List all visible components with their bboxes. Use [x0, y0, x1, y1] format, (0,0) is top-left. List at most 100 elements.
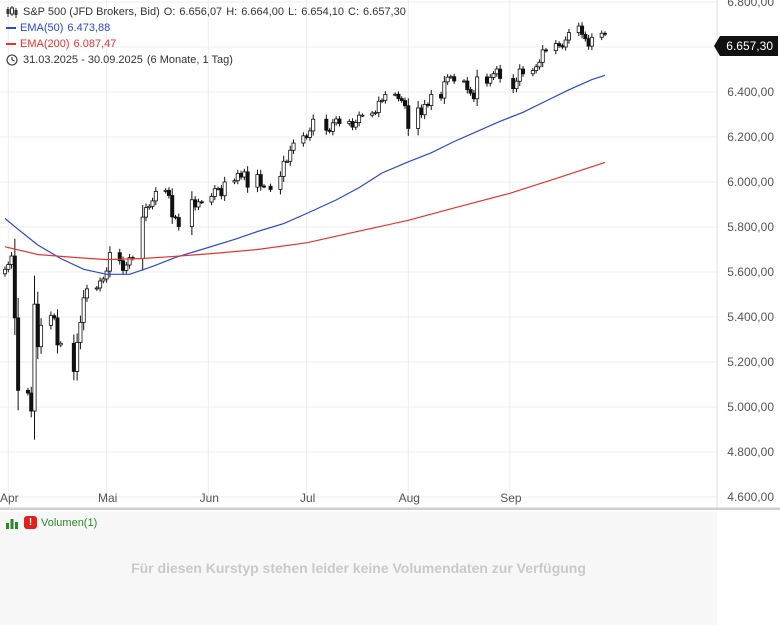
candle[interactable] [98, 277, 103, 292]
candle[interactable] [350, 118, 355, 131]
candle[interactable] [101, 276, 106, 284]
candle[interactable] [543, 47, 548, 53]
candle[interactable] [140, 204, 145, 271]
candle[interactable] [442, 76, 447, 104]
candle[interactable] [219, 184, 224, 200]
candle[interactable] [448, 74, 453, 80]
candle[interactable] [117, 248, 122, 265]
candle[interactable] [278, 171, 283, 195]
candle[interactable] [281, 155, 286, 182]
candle[interactable] [429, 89, 434, 111]
candle[interactable] [311, 114, 316, 136]
candle[interactable] [222, 176, 227, 201]
candle[interactable] [124, 261, 129, 274]
candle[interactable] [589, 33, 594, 51]
candle[interactable] [193, 196, 198, 211]
candle[interactable] [370, 110, 375, 118]
candle[interactable] [52, 313, 57, 321]
candle[interactable] [475, 69, 480, 107]
candle[interactable] [3, 266, 8, 277]
candle[interactable] [255, 169, 260, 193]
candle[interactable] [173, 214, 178, 220]
candle[interactable] [511, 74, 516, 93]
candle[interactable] [425, 102, 430, 108]
candle[interactable] [130, 255, 135, 261]
candle[interactable] [494, 66, 499, 77]
candle[interactable] [147, 204, 152, 210]
candle[interactable] [563, 36, 568, 51]
candle[interactable] [330, 118, 335, 136]
candle[interactable] [6, 261, 11, 273]
candle[interactable] [35, 291, 40, 360]
candle[interactable] [540, 45, 545, 68]
candle[interactable] [553, 40, 558, 55]
candle[interactable] [334, 116, 339, 126]
candle[interactable] [212, 185, 217, 201]
candle[interactable] [48, 311, 53, 330]
candle[interactable] [32, 275, 37, 440]
candle[interactable] [242, 168, 247, 181]
candle[interactable] [209, 193, 214, 206]
candle[interactable] [196, 198, 201, 211]
candle[interactable] [599, 30, 604, 41]
volume-header[interactable]: ! Volumen(1) [6, 516, 97, 529]
candle[interactable] [383, 91, 388, 104]
candle[interactable] [324, 114, 329, 135]
candle[interactable] [268, 183, 273, 193]
candle[interactable] [603, 31, 608, 37]
candle[interactable] [258, 169, 263, 191]
candle[interactable] [347, 119, 352, 126]
candle[interactable] [406, 98, 411, 136]
candle[interactable] [245, 166, 250, 193]
candle[interactable] [16, 297, 21, 411]
candle[interactable] [396, 91, 401, 102]
candle[interactable] [583, 31, 588, 42]
candle[interactable] [291, 139, 296, 154]
candle[interactable] [537, 59, 542, 70]
candle[interactable] [465, 77, 470, 94]
candle[interactable] [262, 184, 267, 189]
candle[interactable] [232, 178, 237, 185]
candle[interactable] [468, 86, 473, 96]
candle[interactable] [586, 35, 591, 50]
candle[interactable] [517, 64, 522, 87]
candle[interactable] [452, 73, 457, 84]
candle[interactable] [498, 64, 503, 83]
candle[interactable] [393, 92, 398, 97]
candle[interactable] [166, 187, 171, 199]
candle[interactable] [422, 99, 427, 120]
candle[interactable] [337, 116, 342, 127]
candle[interactable] [12, 238, 17, 336]
candle[interactable] [104, 267, 109, 283]
candle[interactable] [576, 22, 581, 37]
candle[interactable] [380, 98, 385, 104]
candle[interactable] [25, 387, 30, 396]
candle[interactable] [530, 68, 535, 77]
candle[interactable] [284, 159, 289, 164]
candle[interactable] [419, 104, 424, 119]
candle[interactable] [288, 145, 293, 166]
candle[interactable] [521, 66, 526, 77]
candle[interactable] [143, 203, 148, 222]
candle[interactable] [176, 213, 181, 231]
legend-ema50-row[interactable]: EMA(50) 6.473,88 [6, 20, 410, 36]
candle[interactable] [81, 289, 86, 331]
candle[interactable] [301, 132, 306, 147]
candle[interactable] [71, 334, 76, 381]
candle[interactable] [304, 133, 309, 140]
candle[interactable] [307, 127, 312, 141]
candle[interactable] [399, 96, 404, 103]
candle[interactable] [360, 113, 365, 117]
candle[interactable] [488, 74, 493, 87]
candle[interactable] [416, 101, 421, 136]
legend-range-row[interactable]: 31.03.2025 - 30.09.2025 (6 Monate, 1 Tag… [6, 52, 410, 68]
candle[interactable] [163, 188, 168, 194]
candle[interactable] [153, 187, 158, 206]
candle[interactable] [75, 333, 80, 381]
candle[interactable] [439, 91, 444, 101]
candle[interactable] [150, 197, 155, 210]
candle[interactable] [58, 341, 63, 348]
legend-instrument-row[interactable]: S&P 500 (JFD Brokers, Bid) O: 6.656,07 H:… [6, 4, 410, 20]
candle[interactable] [580, 22, 585, 39]
candle[interactable] [39, 318, 44, 354]
